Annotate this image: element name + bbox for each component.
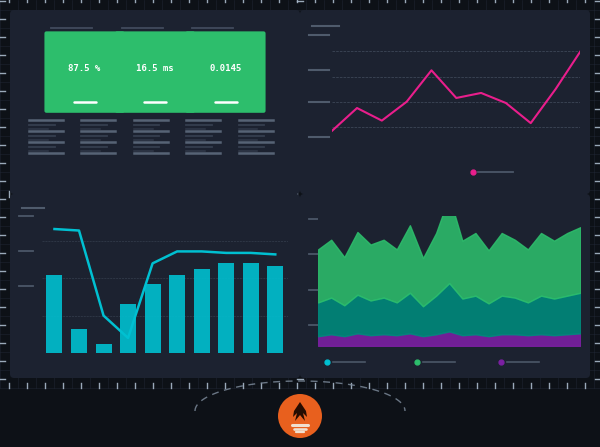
Text: 87.5 %: 87.5 %: [68, 63, 101, 72]
FancyBboxPatch shape: [300, 10, 590, 194]
Text: 0.0145: 0.0145: [209, 63, 242, 72]
Bar: [267, 266, 283, 353]
FancyBboxPatch shape: [10, 194, 300, 378]
FancyBboxPatch shape: [10, 10, 300, 194]
Bar: [120, 304, 136, 353]
FancyBboxPatch shape: [300, 194, 590, 378]
FancyBboxPatch shape: [44, 31, 125, 113]
FancyBboxPatch shape: [185, 31, 266, 113]
Bar: [218, 263, 234, 353]
Text: 16.5 ms: 16.5 ms: [136, 63, 174, 72]
Circle shape: [278, 394, 322, 438]
Bar: [169, 275, 185, 353]
Polygon shape: [293, 402, 307, 421]
FancyBboxPatch shape: [115, 31, 195, 113]
Bar: [46, 275, 62, 353]
Bar: [194, 270, 209, 353]
Bar: [145, 284, 161, 353]
Bar: [95, 344, 112, 353]
Bar: [71, 329, 87, 353]
Bar: [243, 263, 259, 353]
